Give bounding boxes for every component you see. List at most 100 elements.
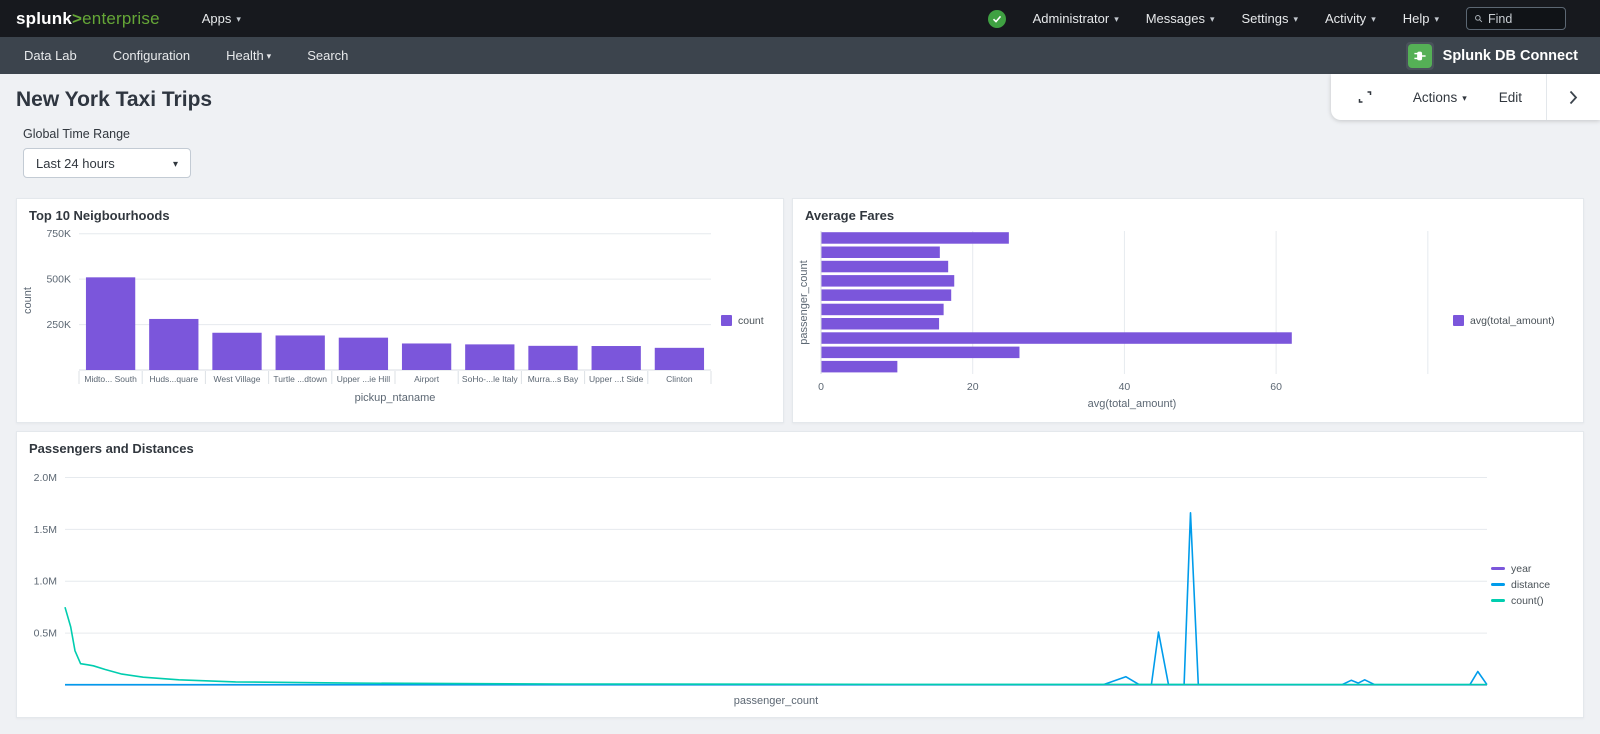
time-range-label: Global Time Range xyxy=(23,127,131,141)
x-category-label: Huds...quare xyxy=(149,374,198,384)
nav-item-configuration[interactable]: Configuration xyxy=(113,48,190,63)
bar[interactable] xyxy=(401,343,452,370)
chevron-right-icon xyxy=(1569,90,1578,104)
apps-menu[interactable]: Apps xyxy=(202,11,241,26)
chevron-down-icon xyxy=(173,156,178,171)
legend-swatch-icon xyxy=(1491,583,1505,586)
logo-gt-text: > xyxy=(72,8,83,28)
legend-item[interactable]: year xyxy=(1491,563,1573,575)
splunk-logo[interactable]: splunk>enterprise xyxy=(16,9,160,29)
find-search-input[interactable] xyxy=(1488,11,1558,26)
expand-icon xyxy=(1358,91,1372,103)
nav-label: Data Lab xyxy=(24,48,77,63)
y-axis-label: passenger_count xyxy=(798,260,810,344)
x-category-label: Turtle ...dtown xyxy=(273,374,327,384)
bar[interactable] xyxy=(528,345,578,370)
bar[interactable] xyxy=(149,318,199,370)
chart-legend: year distance count() xyxy=(1491,456,1583,713)
activity-menu[interactable]: Activity xyxy=(1325,11,1376,26)
legend-item[interactable]: avg(total_amount) xyxy=(1453,315,1573,327)
y-tick-label: 1.0M xyxy=(34,576,57,588)
bar[interactable] xyxy=(465,344,515,370)
y-tick-label: 1.5M xyxy=(34,524,57,536)
legend-item[interactable]: count() xyxy=(1491,595,1573,607)
bar[interactable] xyxy=(85,277,136,370)
administrator-menu[interactable]: Administrator xyxy=(1033,11,1119,26)
help-menu[interactable]: Help xyxy=(1403,11,1439,26)
line-series-count()[interactable] xyxy=(64,606,1488,686)
bar[interactable] xyxy=(821,303,944,316)
bar[interactable] xyxy=(821,260,949,273)
expand-fullscreen-button[interactable] xyxy=(1331,89,1397,105)
bar[interactable] xyxy=(821,289,952,301)
global-time-range: Global Time Range Last 24 hours xyxy=(23,127,1584,178)
messages-menu[interactable]: Messages xyxy=(1146,11,1215,26)
legend-label: count() xyxy=(1511,594,1544,607)
time-range-select[interactable]: Last 24 hours xyxy=(23,148,191,178)
panel-top-10-neighbourhoods: Top 10 Neigbourhoods 250K 500K 750K count Mi… xyxy=(16,198,784,423)
y-tick-label: 500K xyxy=(46,274,71,286)
panel-passengers-distances: Passengers and Distances 0.5M 1.0M 1.5M 2.0… xyxy=(16,431,1584,718)
settings-menu[interactable]: Settings xyxy=(1242,11,1299,26)
legend-label: count xyxy=(738,314,764,327)
x-category-label: Upper ...t Side xyxy=(589,374,644,384)
find-search-box[interactable] xyxy=(1466,7,1566,30)
bar[interactable] xyxy=(821,275,955,287)
x-category-label: West Village xyxy=(214,374,261,384)
chevron-down-icon xyxy=(267,48,272,63)
legend-label: avg(total_amount) xyxy=(1470,314,1555,327)
y-tick-label: 250K xyxy=(46,319,71,331)
app-nav: Data Lab Configuration Health Search Spl… xyxy=(0,37,1600,74)
legend-swatch-icon xyxy=(1491,567,1505,570)
x-tick-label: 40 xyxy=(1119,381,1131,393)
health-status-icon[interactable] xyxy=(987,9,1006,28)
nav-item-health[interactable]: Health xyxy=(226,48,271,63)
legend-swatch-icon xyxy=(1453,315,1464,326)
bar[interactable] xyxy=(821,246,940,259)
bar[interactable] xyxy=(821,318,940,330)
settings-label: Settings xyxy=(1241,11,1289,26)
x-category-label: SoHo-...le Italy xyxy=(462,374,518,384)
nav-item-search[interactable]: Search xyxy=(307,48,348,63)
top-nav: splunk>enterprise Apps Administrator Mes… xyxy=(0,0,1600,37)
bar-chart-average-fares: 0 20 40 60 passenger_count avg(total_amount) xyxy=(793,223,1453,418)
y-axis-label: count xyxy=(22,287,34,314)
apps-label: Apps xyxy=(201,11,232,26)
administrator-label: Administrator xyxy=(1032,11,1110,26)
chevron-down-icon xyxy=(1434,11,1439,26)
time-range-value: Last 24 hours xyxy=(36,155,115,171)
toolbar-divider xyxy=(1546,74,1547,120)
bar[interactable] xyxy=(821,346,1020,359)
legend-item[interactable]: distance xyxy=(1491,579,1573,591)
bar[interactable] xyxy=(212,332,262,370)
legend-label: year xyxy=(1511,562,1532,575)
chevron-down-icon xyxy=(1293,11,1298,26)
nav-item-data-lab[interactable]: Data Lab xyxy=(24,48,77,63)
bar[interactable] xyxy=(821,332,1292,344)
app-identity[interactable]: Splunk DB Connect xyxy=(1405,41,1578,70)
dashboard-toolbar: Actions Edit xyxy=(1330,74,1600,120)
chevron-down-icon xyxy=(1371,11,1376,26)
line-series-distance[interactable] xyxy=(65,511,1488,686)
show-more-button[interactable] xyxy=(1547,74,1600,120)
bar[interactable] xyxy=(821,232,1009,244)
bar-chart-neighbourhoods: 250K 500K 750K count Midto... South Huds...qu… xyxy=(17,223,721,418)
bar[interactable] xyxy=(275,335,325,370)
x-tick-label: 0 xyxy=(818,381,824,393)
check-icon xyxy=(992,15,1001,23)
chart-title: Passengers and Distances xyxy=(29,441,194,456)
x-category-label: Midto... South xyxy=(84,374,137,384)
dashboard-content: New York Taxi Trips Global Time Range La… xyxy=(0,88,1600,718)
actions-button[interactable]: Actions xyxy=(1397,74,1483,120)
chart-title: Top 10 Neigbourhoods xyxy=(29,208,170,223)
edit-button[interactable]: Edit xyxy=(1483,74,1538,120)
line-chart-passengers-distances: 0.5M 1.0M 1.5M 2.0M passenger_count xyxy=(17,456,1491,713)
bar[interactable] xyxy=(821,360,898,373)
legend-swatch-icon xyxy=(1491,599,1505,602)
actions-label: Actions xyxy=(1412,89,1458,105)
bar[interactable] xyxy=(338,337,389,370)
bar[interactable] xyxy=(654,347,705,370)
x-category-label: Clinton xyxy=(666,374,693,384)
bar[interactable] xyxy=(591,346,641,370)
legend-item[interactable]: count xyxy=(721,315,773,327)
